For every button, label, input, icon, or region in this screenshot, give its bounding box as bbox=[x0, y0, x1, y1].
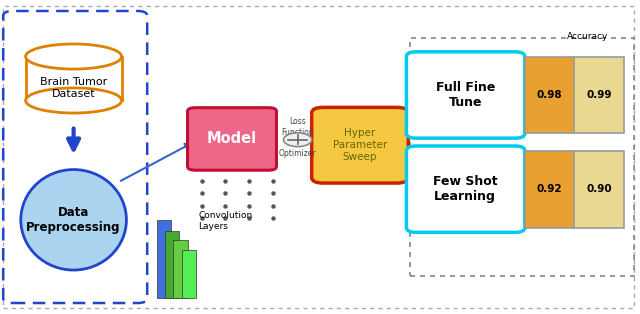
Text: 0.90: 0.90 bbox=[586, 184, 612, 194]
Text: 0.99: 0.99 bbox=[586, 90, 612, 100]
FancyBboxPatch shape bbox=[575, 151, 624, 228]
FancyBboxPatch shape bbox=[525, 151, 575, 228]
Text: Model: Model bbox=[207, 131, 257, 146]
Bar bbox=[182, 250, 196, 298]
Text: 0.98: 0.98 bbox=[537, 90, 563, 100]
Ellipse shape bbox=[26, 44, 122, 69]
Text: Accuracy: Accuracy bbox=[567, 32, 608, 41]
Text: Hyper
Parameter
Sweep: Hyper Parameter Sweep bbox=[333, 128, 387, 162]
Text: Optimizer: Optimizer bbox=[279, 149, 316, 158]
Text: Full Fine
Tune: Full Fine Tune bbox=[436, 81, 495, 109]
FancyBboxPatch shape bbox=[406, 146, 525, 232]
Text: Data
Preprocessing: Data Preprocessing bbox=[26, 206, 121, 234]
FancyBboxPatch shape bbox=[312, 107, 408, 183]
Bar bbox=[173, 240, 188, 298]
Circle shape bbox=[284, 133, 312, 147]
Ellipse shape bbox=[26, 88, 122, 113]
Text: Few Shot
Learning: Few Shot Learning bbox=[433, 175, 497, 203]
Text: 0.92: 0.92 bbox=[537, 184, 563, 194]
FancyBboxPatch shape bbox=[525, 57, 575, 133]
Ellipse shape bbox=[21, 170, 127, 270]
Text: Brain Tumor
Dataset: Brain Tumor Dataset bbox=[40, 77, 108, 99]
FancyBboxPatch shape bbox=[26, 57, 122, 100]
FancyBboxPatch shape bbox=[575, 57, 624, 133]
Bar bbox=[157, 220, 171, 298]
FancyBboxPatch shape bbox=[406, 52, 525, 138]
Text: Loss
Function: Loss Function bbox=[281, 117, 314, 137]
Text: Convolution
Layers: Convolution Layers bbox=[198, 211, 253, 231]
FancyBboxPatch shape bbox=[188, 108, 276, 170]
Bar bbox=[165, 231, 179, 298]
